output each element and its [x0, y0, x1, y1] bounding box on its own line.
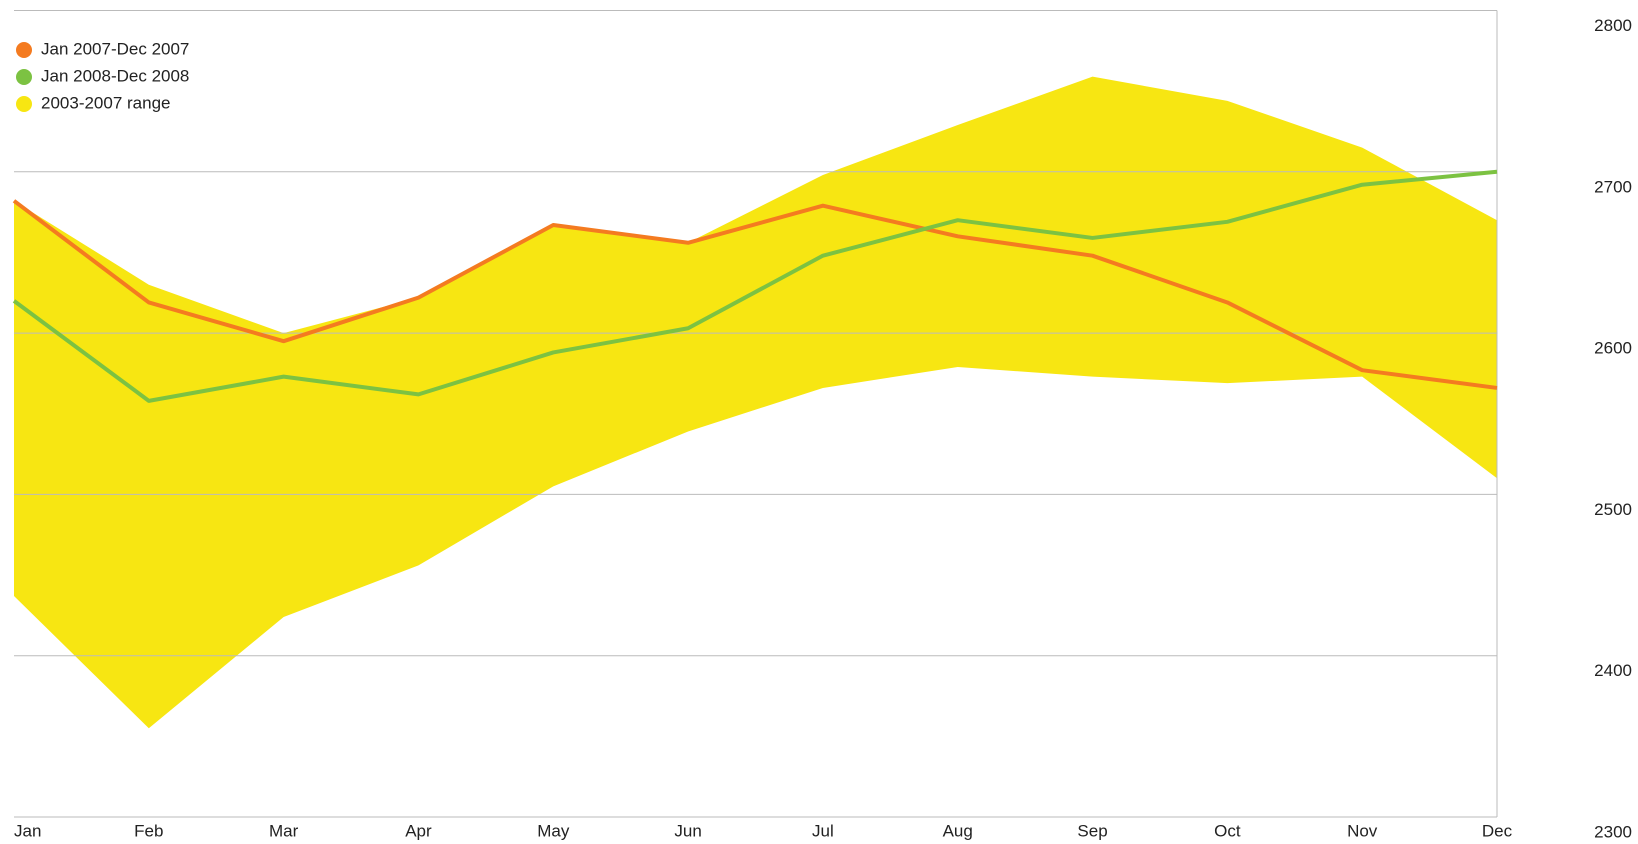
y-tick-label: 2300 [1594, 822, 1632, 841]
series-line [12, 169, 1498, 403]
x-tick-label: Jul [812, 821, 834, 840]
x-tick-label: Mar [269, 821, 299, 840]
x-tick-label: Apr [405, 821, 432, 840]
x-tick-label: Jan [14, 821, 41, 840]
y-tick-label: 2600 [1594, 339, 1632, 358]
legend-label: 2003-2007 range [41, 93, 171, 112]
x-tick-label: Jun [674, 821, 701, 840]
range-band [14, 76, 1497, 729]
x-tick-label: Feb [134, 821, 163, 840]
x-tick-label: Sep [1077, 821, 1107, 840]
y-tick-label: 2400 [1594, 661, 1632, 680]
legend-label: Jan 2008-Dec 2008 [41, 66, 189, 85]
x-tick-label: Dec [1482, 821, 1513, 840]
x-tick-label: Aug [943, 821, 973, 840]
y-tick-label: 2800 [1594, 16, 1632, 35]
y-tick-label: 2500 [1594, 500, 1632, 519]
y-tick-label: 2700 [1594, 177, 1632, 196]
legend-marker [16, 96, 32, 112]
x-tick-label: Oct [1214, 821, 1241, 840]
x-tick-label: Nov [1347, 821, 1378, 840]
legend-marker [16, 69, 32, 85]
x-tick-label: May [537, 821, 570, 840]
legend-label: Jan 2007-Dec 2007 [41, 39, 189, 58]
legend-marker [16, 42, 32, 58]
series-line [12, 199, 1498, 390]
